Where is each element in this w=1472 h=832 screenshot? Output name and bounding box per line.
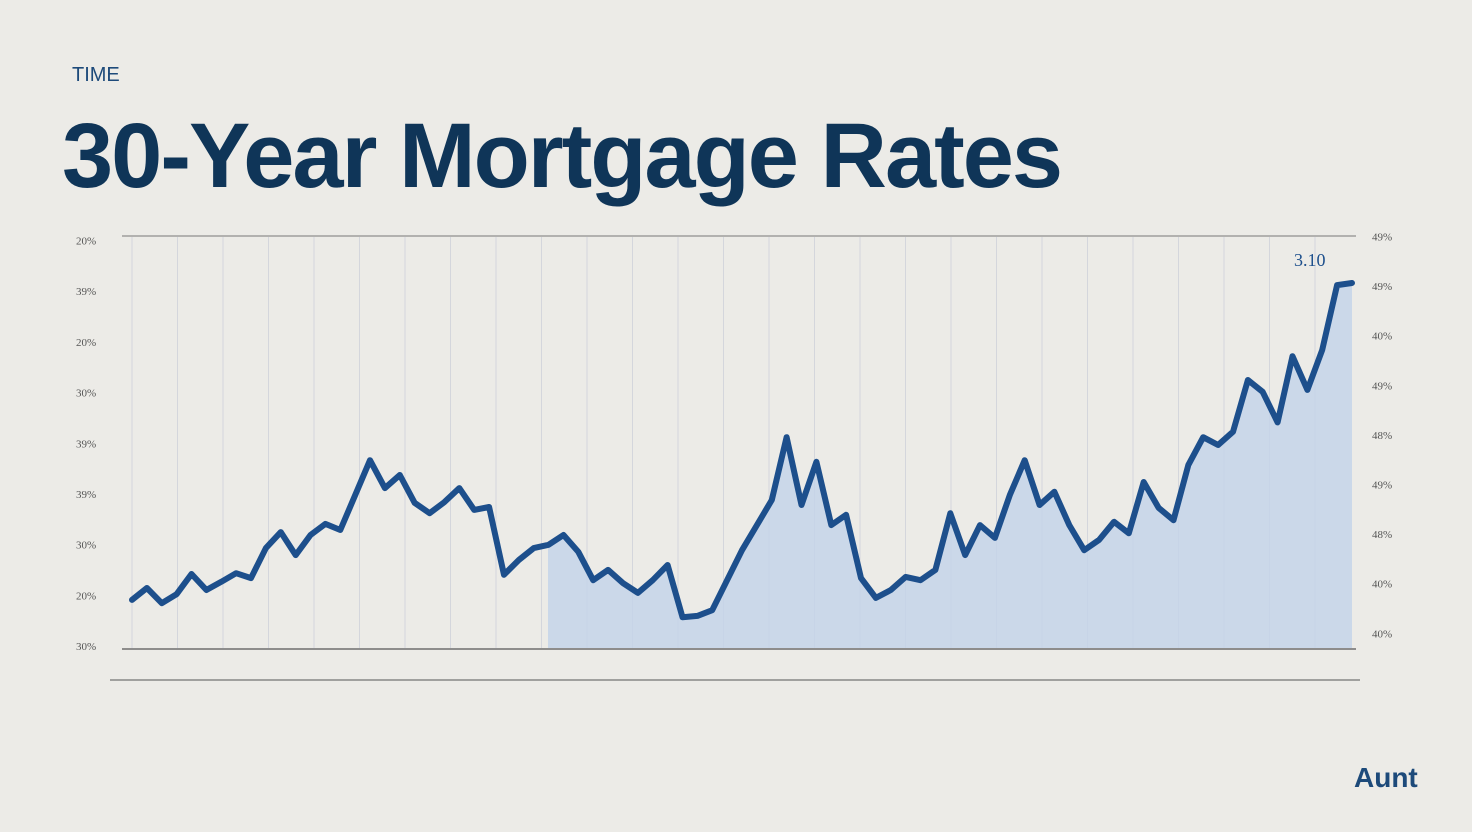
left-axis-label: 30% <box>76 388 96 400</box>
left-axis-label: 39% <box>76 489 96 501</box>
right-axis-label: 48% <box>1372 430 1392 442</box>
kicker: TIME <box>72 64 120 86</box>
left-axis-label: 30% <box>76 641 96 653</box>
left-axis-label: 39% <box>76 438 96 450</box>
logo: Aunt <box>1354 762 1418 793</box>
left-axis-label: 39% <box>76 286 96 298</box>
annotation: 3.10 <box>1294 250 1326 270</box>
left-axis-label: 20% <box>76 236 96 248</box>
right-axis-label: 40% <box>1372 628 1392 640</box>
right-axis-label: 48% <box>1372 529 1392 541</box>
line <box>129 280 1355 621</box>
right-axis-label: 49% <box>1372 281 1392 293</box>
chart-title: 30-Year Mortgage Rates <box>62 105 1063 207</box>
left-axis-label: 20% <box>76 337 96 349</box>
right-axis-label: 40% <box>1372 579 1392 591</box>
right-axis-label: 40% <box>1372 331 1392 343</box>
area <box>548 283 1352 648</box>
left-axis-label: 20% <box>76 590 96 602</box>
right-axis-label: 49% <box>1372 480 1392 492</box>
right-axis-label: 49% <box>1372 232 1392 244</box>
right-axis-label: 49% <box>1372 380 1392 392</box>
left-axis-label: 30% <box>76 540 96 552</box>
